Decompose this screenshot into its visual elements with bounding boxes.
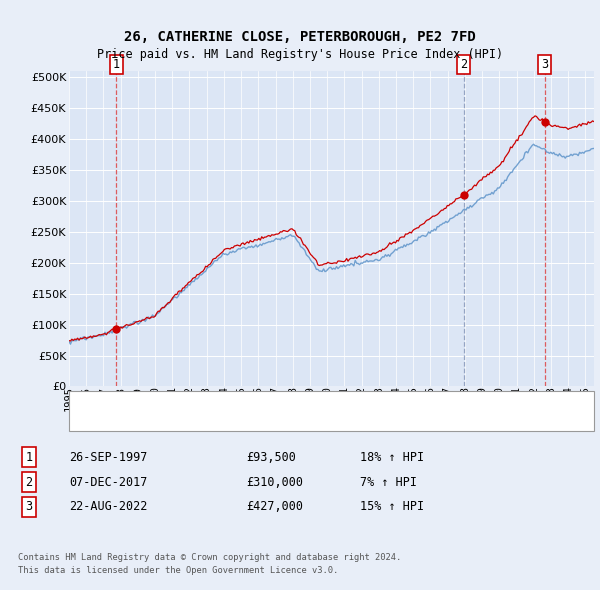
Text: Contains HM Land Registry data © Crown copyright and database right 2024.: Contains HM Land Registry data © Crown c… <box>18 553 401 562</box>
Text: 22-AUG-2022: 22-AUG-2022 <box>69 500 148 513</box>
Text: 15% ↑ HPI: 15% ↑ HPI <box>360 500 424 513</box>
Text: 7% ↑ HPI: 7% ↑ HPI <box>360 476 417 489</box>
Text: 26, CATHERINE CLOSE, PETERBOROUGH, PE2 7FD: 26, CATHERINE CLOSE, PETERBOROUGH, PE2 7… <box>124 30 476 44</box>
Text: 18% ↑ HPI: 18% ↑ HPI <box>360 451 424 464</box>
Text: 3: 3 <box>541 58 548 71</box>
Text: Price paid vs. HM Land Registry's House Price Index (HPI): Price paid vs. HM Land Registry's House … <box>97 48 503 61</box>
Text: This data is licensed under the Open Government Licence v3.0.: This data is licensed under the Open Gov… <box>18 566 338 575</box>
Text: 07-DEC-2017: 07-DEC-2017 <box>69 476 148 489</box>
Text: HPI: Average price, detached house, City of Peterborough: HPI: Average price, detached house, City… <box>114 416 464 425</box>
Text: £93,500: £93,500 <box>246 451 296 464</box>
Text: 3: 3 <box>25 500 32 513</box>
Text: 26-SEP-1997: 26-SEP-1997 <box>69 451 148 464</box>
Text: 2: 2 <box>460 58 467 71</box>
Text: 2: 2 <box>25 476 32 489</box>
Text: 1: 1 <box>25 451 32 464</box>
Text: £310,000: £310,000 <box>246 476 303 489</box>
Text: £427,000: £427,000 <box>246 500 303 513</box>
Text: 1: 1 <box>113 58 120 71</box>
Text: 26, CATHERINE CLOSE, PETERBOROUGH, PE2 7FD (detached house): 26, CATHERINE CLOSE, PETERBOROUGH, PE2 7… <box>114 397 483 407</box>
